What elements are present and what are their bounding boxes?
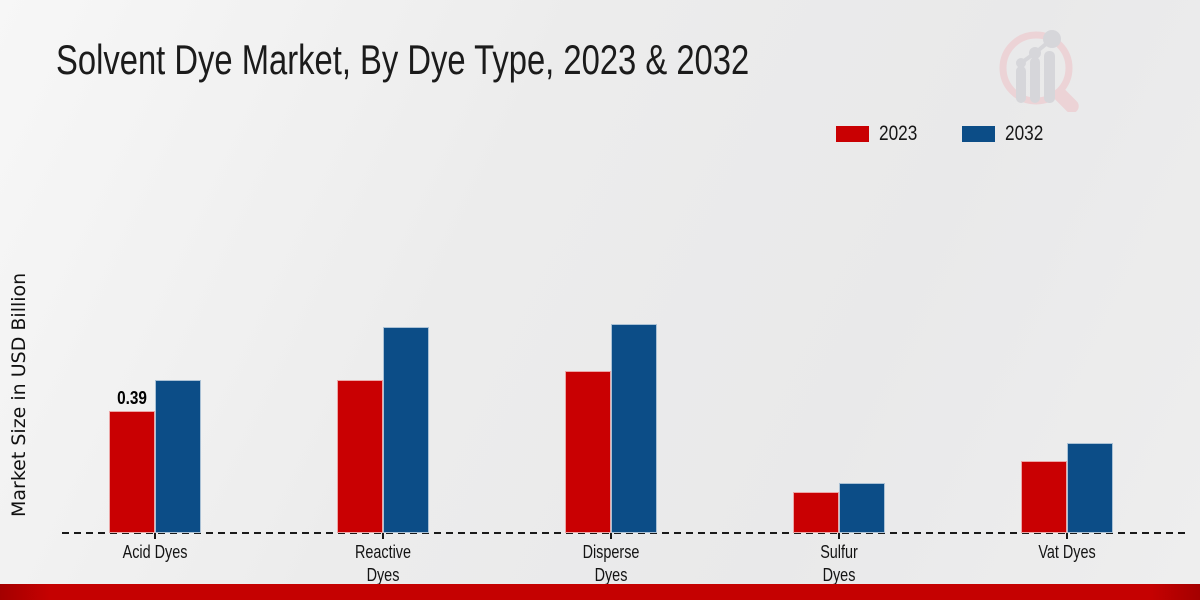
bar-2032-acid-dyes (155, 380, 201, 533)
y-axis-label: Market Size in USD Billion (8, 272, 30, 518)
chart-title: Solvent Dye Market, By Dye Type, 2023 & … (56, 36, 750, 83)
category-label-disperse-dyes: Disperse Dyes (582, 542, 640, 586)
x-axis-baseline (62, 532, 1185, 534)
x-axis-tick-acid-dyes (154, 533, 156, 539)
x-axis-tick-disperse-dyes (610, 533, 612, 539)
bar-2023-vat-dyes (1021, 461, 1067, 533)
category-label-reactive-dyes: Reactive Dyes (354, 542, 412, 586)
x-axis-tick-vat-dyes (1066, 533, 1068, 539)
bar-2023-disperse-dyes (565, 371, 611, 533)
bar-2032-reactive-dyes (383, 327, 429, 533)
bar-2023-sulfur-dyes (793, 492, 839, 533)
legend-label-2023: 2023 (879, 122, 918, 145)
legend-swatch-2023 (836, 126, 869, 142)
bar-2032-disperse-dyes (611, 324, 657, 533)
category-label-sulfur-dyes: Sulfur Dyes (820, 542, 858, 586)
legend: 2023 2032 (836, 122, 1051, 146)
footer-accent-bar (0, 584, 1200, 600)
legend-label-2032: 2032 (1004, 122, 1044, 145)
data-label-2023-acid-dyes: 0.39 (117, 388, 147, 408)
legend-item-2032: 2032 (961, 122, 1052, 146)
bar-2023-reactive-dyes (337, 380, 383, 533)
bar-2032-sulfur-dyes (839, 483, 885, 533)
bar-2032-vat-dyes (1067, 443, 1113, 533)
x-axis-tick-reactive-dyes (382, 533, 384, 539)
legend-swatch-2032 (961, 126, 995, 142)
category-label-acid-dyes: Acid Dyes (122, 542, 188, 562)
x-axis-tick-sulfur-dyes (838, 533, 840, 539)
bar-growth-icon (1016, 30, 1061, 103)
bar-2023-acid-dyes (109, 411, 155, 533)
growth-chart-magnifier-logo (999, 30, 1079, 112)
category-label-vat-dyes: Vat Dyes (1038, 542, 1096, 562)
legend-item-2023: 2023 (836, 122, 926, 146)
